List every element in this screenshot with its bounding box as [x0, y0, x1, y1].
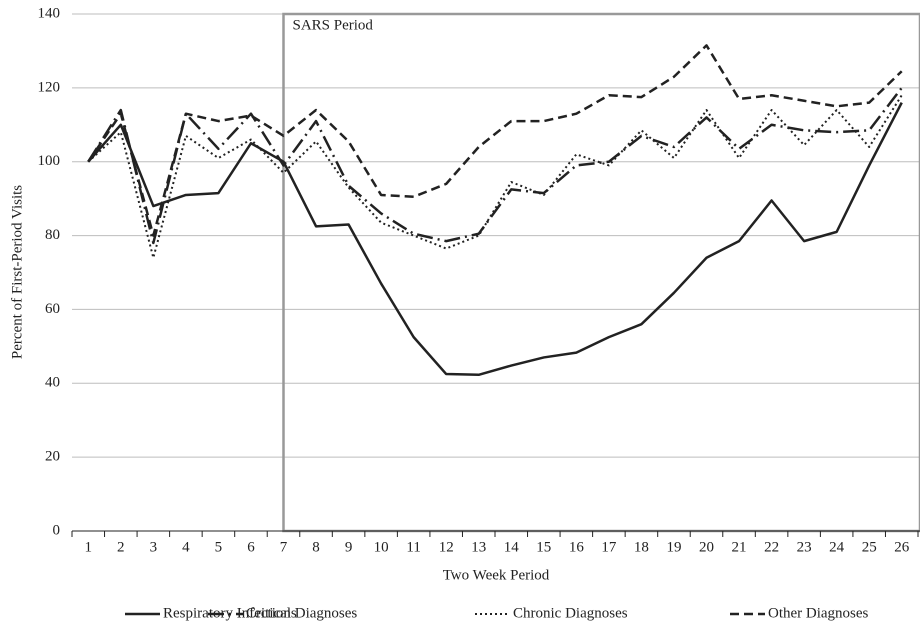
x-tick-label: 11 [406, 539, 420, 555]
y-tick-label: 100 [38, 153, 61, 169]
y-tick-label: 60 [45, 301, 60, 317]
y-tick-label: 140 [38, 5, 61, 21]
x-tick-label: 9 [345, 539, 353, 555]
y-tick-label: 20 [45, 449, 60, 465]
y-tick-label: 120 [38, 79, 61, 95]
x-tick-label: 18 [634, 539, 649, 555]
series-line [87, 94, 903, 259]
x-tick-label: 1 [85, 539, 93, 555]
legend-label: Critical Diagnoses [246, 605, 357, 621]
x-tick-label: 21 [732, 539, 747, 555]
x-tick-label: 4 [182, 539, 190, 555]
x-tick-label: 3 [150, 539, 158, 555]
x-tick-label: 2 [117, 539, 125, 555]
x-tick-label: 23 [797, 539, 812, 555]
x-axis-title: Two Week Period [443, 567, 550, 583]
x-tick-label: 24 [829, 539, 845, 555]
series-line [87, 44, 903, 237]
x-tick-label: 20 [699, 539, 714, 555]
series-line [87, 102, 903, 377]
annotation-box [282, 12, 920, 533]
x-tick-label: 19 [666, 539, 681, 555]
x-tick-label: 26 [894, 539, 910, 555]
y-tick-label: 80 [45, 227, 60, 243]
x-tick-label: 22 [764, 539, 779, 555]
y-tick-label: 40 [45, 375, 60, 391]
x-tick-label: 8 [312, 539, 320, 555]
y-axis-title: Percent of First-Period Visits [9, 185, 25, 359]
legend-label: Chronic Diagnoses [513, 605, 628, 621]
x-tick-label: 16 [569, 539, 585, 555]
x-tick-label: 15 [536, 539, 551, 555]
x-tick-label: 25 [862, 539, 877, 555]
x-tick-label: 10 [374, 539, 389, 555]
series-line [87, 87, 903, 245]
x-tick-label: 14 [504, 539, 520, 555]
annotation-label: SARS Period [293, 17, 374, 33]
x-tick-label: 17 [601, 539, 617, 555]
x-tick-label: 7 [280, 539, 288, 555]
x-tick-label: 6 [247, 539, 255, 555]
legend-label: Other Diagnoses [768, 605, 869, 621]
x-tick-label: 5 [215, 539, 223, 555]
x-tick-label: 13 [471, 539, 486, 555]
x-tick-label: 12 [439, 539, 454, 555]
y-tick-label: 0 [53, 522, 61, 538]
